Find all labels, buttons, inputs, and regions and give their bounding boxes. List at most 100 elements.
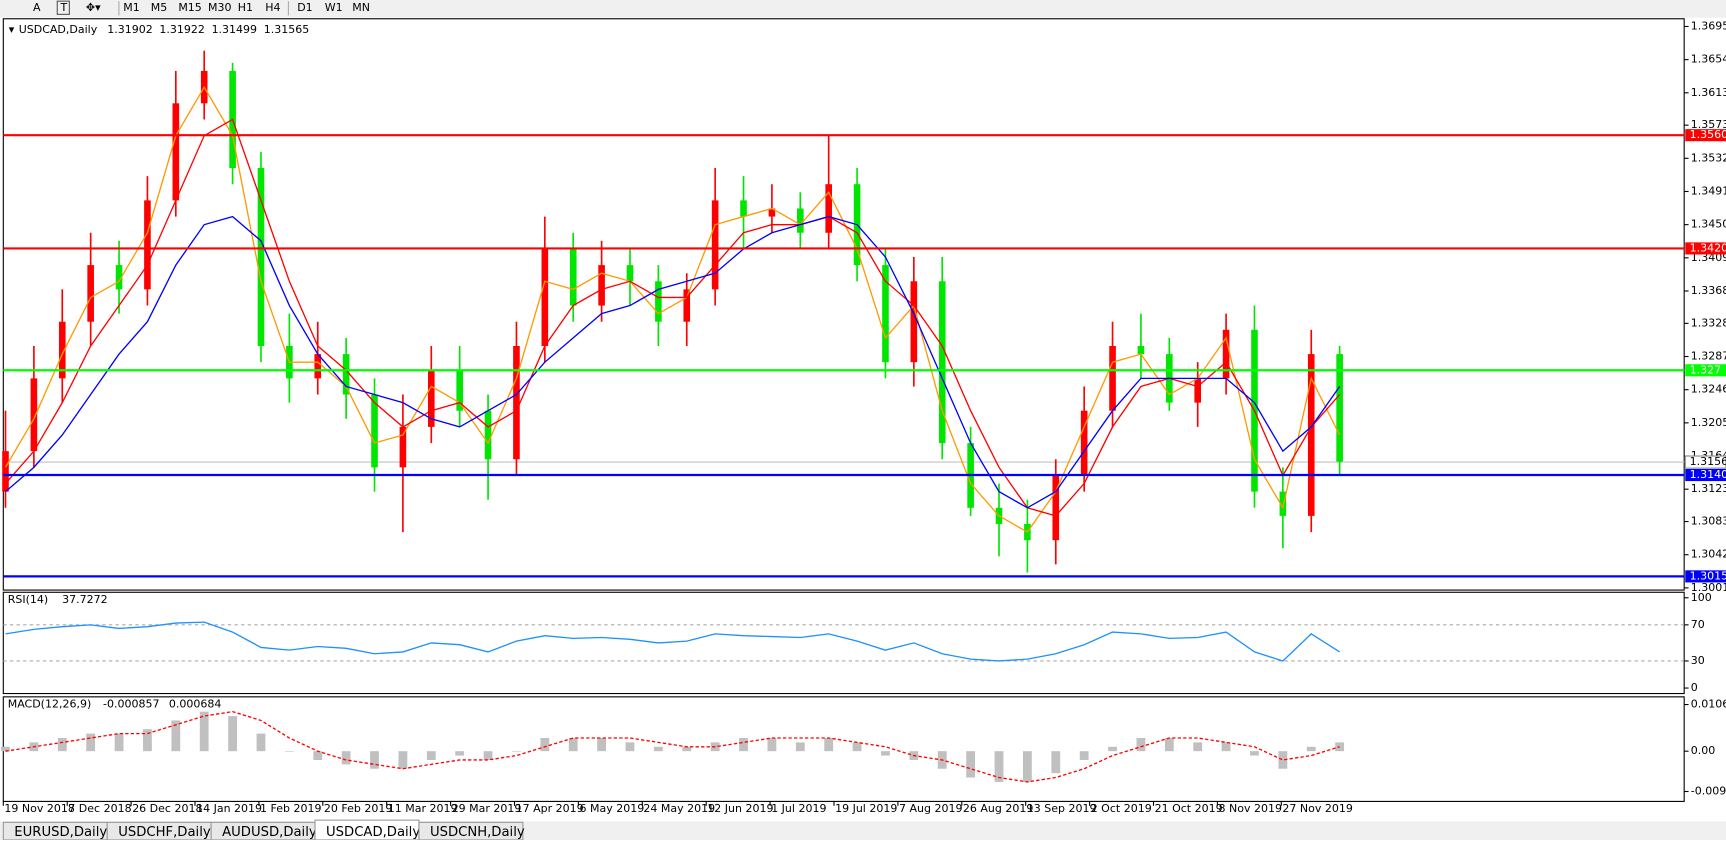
macd-bar: [1, 746, 10, 752]
x-tick-label: 27 Nov 2019: [1282, 802, 1352, 815]
macd-bar: [86, 733, 96, 752]
tab-label[interactable]: USDCAD,Daily: [326, 825, 420, 840]
macd-bar: [625, 742, 635, 752]
y-tick-label: 1.35320: [1691, 151, 1726, 164]
macd-bar: [1079, 751, 1089, 760]
x-tick-label: 7 Dec 2018: [68, 802, 131, 815]
candle-body: [1109, 346, 1116, 411]
chart-menu[interactable]: ▾: [9, 23, 15, 36]
y-tick-label: 0.00: [1691, 744, 1716, 757]
candle-body: [882, 265, 889, 363]
y-tick-label: 1.32460: [1691, 383, 1726, 396]
timeframe-button[interactable]: M30: [208, 1, 232, 14]
candle-body: [1080, 410, 1088, 476]
macd-bar: [1193, 742, 1203, 752]
x-tick-label: 7 Aug 2019: [899, 802, 962, 815]
macd-bar: [455, 751, 465, 756]
candle-body: [456, 370, 463, 411]
timeframe-button[interactable]: D1: [297, 1, 312, 14]
macd-bar: [1108, 746, 1117, 752]
candle-body: [1222, 329, 1230, 379]
tool-icon: T: [60, 1, 68, 14]
macd-bar: [114, 733, 124, 752]
candle-body: [711, 200, 719, 290]
header-value: 1.31499: [212, 23, 257, 36]
macd-bar: [171, 720, 181, 752]
current-price-label-bg: [1684, 455, 1726, 469]
macd-bar: [398, 751, 408, 769]
tool-icon[interactable]: [56, 0, 70, 15]
timeframe-button[interactable]: H1: [238, 1, 253, 14]
timeframe-button[interactable]: H4: [265, 1, 280, 14]
timeframe-button[interactable]: M5: [151, 1, 168, 14]
level-label: 1.31405: [1690, 468, 1726, 481]
macd-bar: [1136, 737, 1146, 752]
timeframe-button[interactable]: M15: [178, 1, 202, 14]
y-tick-label: 1.32870: [1691, 350, 1726, 363]
candle-body: [115, 265, 123, 290]
level-label-bg: [1685, 570, 1726, 583]
macd-bar: [1051, 751, 1061, 774]
candle-body: [30, 378, 38, 452]
y-tick-label: -0.009183: [1691, 785, 1726, 798]
tab-label[interactable]: EURUSD,Daily: [14, 825, 107, 840]
x-tick-label: 19 Jul 2019: [835, 802, 897, 815]
macd-bar: [57, 737, 67, 752]
tab-label[interactable]: USDCHF,Daily: [118, 825, 211, 840]
candle-body: [768, 208, 776, 217]
y-tick-label: 70: [1691, 618, 1705, 631]
tab-label[interactable]: AUDUSD,Daily: [222, 825, 317, 840]
candle-body: [797, 208, 804, 233]
panel-title: USDCAD,Daily: [19, 23, 98, 36]
candle-body: [58, 321, 66, 379]
header-value: 1.31565: [264, 23, 310, 36]
candle-body: [257, 168, 265, 347]
header-value: 37.7272: [62, 593, 107, 606]
tool-icon[interactable]: ✥▾: [86, 1, 101, 14]
x-tick-label: 1 Feb 2019: [260, 802, 321, 815]
candle-body: [910, 281, 918, 363]
macd-bar: [143, 729, 152, 752]
y-tick-label: 1.30830: [1691, 515, 1726, 528]
y-tick-label: 0: [1691, 681, 1698, 694]
candle-body: [1336, 354, 1343, 462]
header-value: 1.31902: [107, 23, 152, 36]
level-label: 1.34206: [1690, 241, 1726, 254]
candle-body: [1307, 354, 1315, 516]
x-tick-label: 17 Apr 2019: [516, 802, 584, 815]
y-tick-label: 1.36950: [1691, 19, 1726, 32]
candle-body: [1194, 378, 1202, 403]
macd-bar: [994, 751, 1004, 782]
x-tick-label: 29 Mar 2019: [452, 802, 522, 815]
x-tick-label: 8 Nov 2019: [1218, 802, 1281, 815]
timeframe-button[interactable]: M1: [123, 1, 140, 14]
candle-body: [314, 354, 322, 379]
y-tick-label: 1.36540: [1691, 53, 1726, 66]
rsi-panel: [2, 591, 1685, 695]
macd-bar: [426, 751, 436, 760]
tab-label[interactable]: USDCNH,Daily: [430, 825, 525, 840]
candle-body: [371, 394, 378, 468]
x-tick-label: 14 Jan 2019: [196, 802, 262, 815]
x-tick-label: 13 Sep 2019: [1027, 802, 1097, 815]
y-tick-label: 100: [1691, 591, 1712, 604]
x-tick-label: 6 May 2019: [579, 802, 644, 815]
macd-bar: [767, 737, 777, 752]
level-label: 1.327: [1690, 363, 1722, 376]
macd-bar: [313, 751, 323, 760]
macd-bar: [512, 751, 521, 752]
timeframe-button[interactable]: W1: [325, 1, 343, 14]
x-tick-label: 26 Dec 2018: [132, 802, 202, 815]
y-tick-label: 1.34500: [1691, 218, 1726, 231]
macd-bar: [1164, 737, 1174, 752]
header-value: -0.000857: [103, 698, 159, 711]
tool-icon[interactable]: A: [33, 1, 41, 14]
macd-bar: [370, 751, 379, 769]
candle-body: [427, 370, 435, 427]
macd-panel: [2, 696, 1685, 802]
timeframe-button[interactable]: MN: [352, 1, 370, 14]
panel-title: MACD(12,26,9): [8, 698, 92, 711]
candle-body: [655, 281, 662, 322]
x-tick-label: 1 Jul 2019: [771, 802, 826, 815]
